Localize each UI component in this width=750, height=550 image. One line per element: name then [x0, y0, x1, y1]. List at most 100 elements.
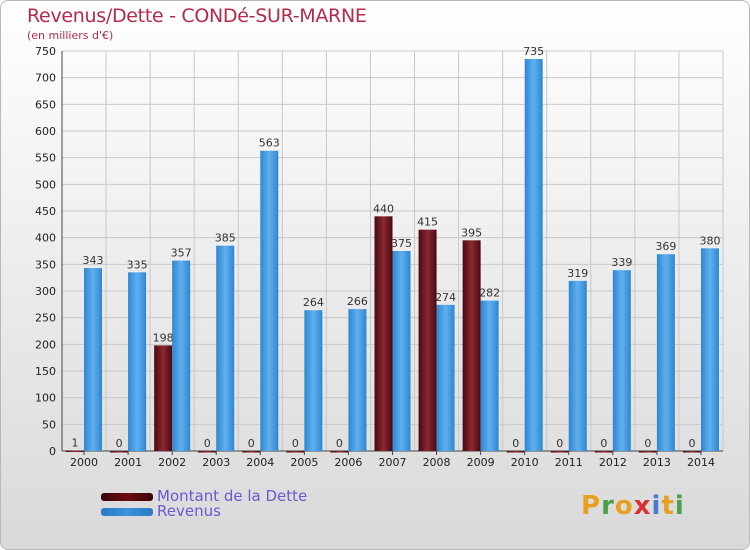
logo-letter: t	[661, 491, 675, 521]
bar-revenue	[260, 150, 279, 451]
bar-debt	[638, 451, 657, 453]
data-label-revenue: 385	[215, 232, 236, 245]
bar-revenue	[436, 304, 455, 451]
x-tick-label: 2011	[555, 456, 583, 469]
data-label-revenue: 357	[171, 247, 192, 260]
logo-letter: i	[651, 491, 662, 521]
y-tick-label: 50	[42, 418, 56, 431]
y-tick-label: 500	[35, 178, 56, 191]
bar-debt	[330, 451, 349, 453]
legend-label-debt: Montant de la Dette	[157, 487, 308, 505]
logo-letter: i	[674, 491, 685, 521]
bar-revenue	[656, 254, 675, 451]
x-tick-label: 2007	[379, 456, 407, 469]
chart-title: Revenus/Dette - CONDé-SUR-MARNE	[27, 5, 367, 27]
data-label-debt: 0	[600, 437, 607, 450]
data-label-revenue: 339	[611, 256, 632, 269]
y-tick-label: 550	[35, 152, 56, 165]
y-tick-label: 150	[35, 365, 56, 378]
legend-swatch-revenue	[101, 508, 153, 516]
data-label-revenue: 735	[523, 45, 544, 58]
data-label-revenue: 380	[699, 234, 720, 247]
data-label-revenue: 274	[435, 291, 456, 304]
proxiti-logo: Proxiti	[581, 491, 685, 521]
legend-swatch-debt	[101, 493, 153, 501]
bar-revenue	[304, 310, 323, 451]
logo-letter: r	[601, 491, 615, 521]
data-label-debt: 0	[248, 437, 255, 450]
data-label-debt: 0	[116, 437, 123, 450]
x-tick-label: 2009	[467, 456, 495, 469]
x-tick-label: 2010	[511, 456, 539, 469]
data-label-debt: 0	[204, 437, 211, 450]
bar-revenue	[348, 309, 367, 451]
bar-debt	[110, 451, 129, 453]
bar-debt	[286, 451, 305, 453]
chart-subtitle: (en milliers d'€)	[27, 29, 114, 42]
bar-debt	[506, 451, 525, 453]
y-tick-label: 750	[35, 45, 56, 58]
x-tick-label: 2003	[202, 456, 230, 469]
data-label-debt: 440	[373, 202, 394, 215]
data-label-debt: 0	[556, 437, 563, 450]
x-tick-label: 2004	[246, 456, 274, 469]
logo-letter: o	[614, 491, 634, 521]
bar-revenue	[568, 280, 587, 451]
data-label-debt: 0	[512, 437, 519, 450]
y-tick-label: 650	[35, 98, 56, 111]
bar-debt	[594, 451, 613, 453]
bar-debt	[682, 451, 701, 453]
y-tick-label: 0	[49, 445, 56, 458]
bar-revenue	[524, 59, 543, 451]
data-label-revenue: 264	[303, 296, 324, 309]
data-label-debt: 395	[461, 226, 482, 239]
data-label-debt: 198	[153, 331, 174, 344]
y-tick-label: 450	[35, 205, 56, 218]
y-tick-label: 250	[35, 312, 56, 325]
bar-debt	[198, 451, 217, 453]
y-tick-label: 400	[35, 232, 56, 245]
bar-debt	[418, 229, 437, 451]
data-label-revenue: 319	[567, 267, 588, 280]
bar-revenue	[84, 268, 103, 451]
data-label-revenue: 375	[391, 237, 412, 250]
bar-debt	[66, 450, 85, 452]
data-label-revenue: 266	[347, 295, 368, 308]
legend-label-revenue: Revenus	[157, 502, 221, 520]
bar-debt	[462, 240, 481, 451]
data-label-debt: 415	[417, 216, 438, 229]
logo-letter: x	[633, 491, 652, 521]
x-tick-label: 2001	[114, 456, 142, 469]
bar-revenue	[172, 260, 191, 451]
bar-debt	[550, 451, 569, 453]
x-tick-label: 2008	[423, 456, 451, 469]
bar-revenue	[128, 272, 147, 451]
y-tick-label: 700	[35, 72, 56, 85]
x-tick-label: 2000	[70, 456, 98, 469]
bar-revenue	[612, 270, 631, 451]
y-tick-label: 600	[35, 125, 56, 138]
data-label-revenue: 563	[259, 137, 280, 150]
logo-letter: P	[581, 491, 602, 521]
data-label-revenue: 369	[655, 240, 676, 253]
bar-revenue	[700, 248, 719, 451]
x-tick-label: 2013	[643, 456, 671, 469]
bar-debt	[242, 451, 261, 453]
bar-revenue	[392, 251, 411, 451]
data-label-debt: 0	[688, 437, 695, 450]
y-tick-label: 200	[35, 338, 56, 351]
data-label-debt: 0	[292, 437, 299, 450]
bar-revenue	[216, 245, 235, 451]
data-label-debt: 0	[336, 437, 343, 450]
x-tick-label: 2012	[599, 456, 627, 469]
x-tick-label: 2002	[158, 456, 186, 469]
data-label-debt: 0	[644, 437, 651, 450]
bar-revenue	[480, 300, 499, 451]
x-tick-label: 2005	[290, 456, 318, 469]
data-label-revenue: 335	[127, 258, 148, 271]
data-label-revenue: 343	[83, 254, 104, 267]
data-label-revenue: 282	[479, 287, 500, 300]
y-tick-label: 300	[35, 285, 56, 298]
